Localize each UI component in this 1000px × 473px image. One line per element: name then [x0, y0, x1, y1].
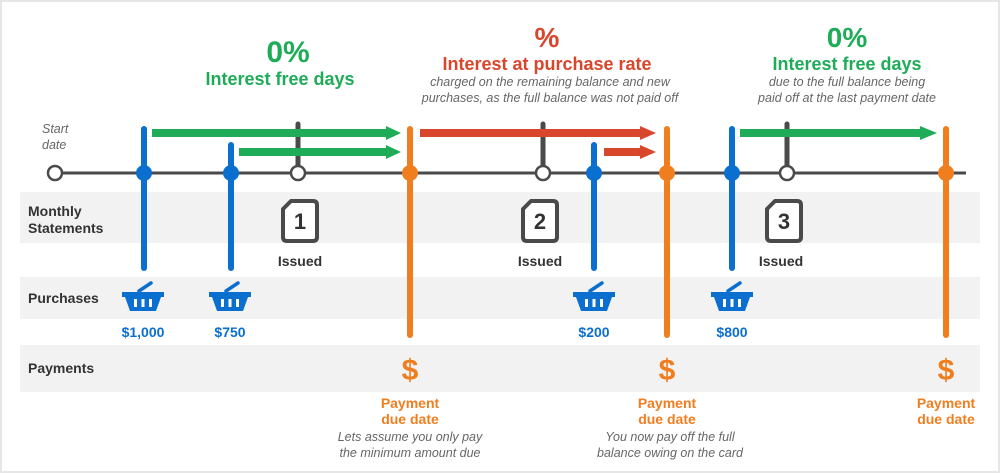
payment-note-1b: the minimum amount due	[339, 446, 480, 460]
header-3-note-1: due to the full balance being	[769, 75, 925, 89]
purchase-amount-2: $750	[214, 324, 245, 340]
payment-label-2b: due date	[638, 411, 696, 427]
header-3-title: Interest free days	[772, 54, 921, 74]
header-3-note-2: paid off at the last payment date	[757, 91, 936, 105]
statement-label-2: Issued	[518, 253, 562, 269]
statement-number-2: 2	[534, 209, 546, 234]
dollar-icon: $	[938, 354, 955, 387]
payment-note-2b: balance owing on the card	[597, 446, 744, 460]
header-1-big: 0%	[266, 36, 309, 69]
payments-band	[20, 345, 980, 392]
payment-note-1a: Lets assume you only pay	[338, 430, 483, 444]
header-1-title: Interest free days	[205, 69, 354, 89]
header-2-big: %	[535, 22, 560, 53]
start-date-marker	[46, 164, 64, 182]
dollar-icon: $	[402, 354, 419, 387]
statement-label-3: Issued	[759, 253, 803, 269]
purchases-band	[20, 277, 980, 319]
payment-label-3b: due date	[917, 411, 975, 427]
interest-arrows	[152, 126, 937, 159]
row-label-purchases: Purchases	[28, 290, 99, 306]
payment-label-3a: Payment	[917, 395, 976, 411]
purchase-amount-1: $1,000	[122, 324, 165, 340]
payment-label-1b: due date	[381, 411, 439, 427]
dollar-icon: $	[659, 354, 676, 387]
purchase-amount-4: $800	[716, 324, 747, 340]
start-label-2: date	[42, 138, 66, 152]
payment-label-2a: Payment	[638, 395, 697, 411]
statement-number-1: 1	[294, 209, 306, 234]
purchase-amount-3: $200	[578, 324, 609, 340]
start-label-1: Start	[42, 122, 69, 136]
row-label-payments: Payments	[28, 360, 94, 376]
header-2-title: Interest at purchase rate	[442, 54, 651, 74]
statement-label-1: Issued	[278, 253, 322, 269]
header-2-note-1: charged on the remaining balance and new	[430, 75, 671, 89]
payment-note-2a: You now pay off the full	[605, 430, 735, 444]
payment-label-1a: Payment	[381, 395, 440, 411]
payment-markers	[407, 126, 949, 338]
row-label-statements-2: Statements	[28, 220, 104, 236]
statements-band	[20, 192, 980, 243]
statement-number-3: 3	[778, 209, 790, 234]
row-label-statements-1: Monthly	[28, 203, 82, 219]
header-2-note-2: purchases, as the full balance was not p…	[421, 91, 680, 105]
header-3-big: 0%	[827, 22, 868, 53]
